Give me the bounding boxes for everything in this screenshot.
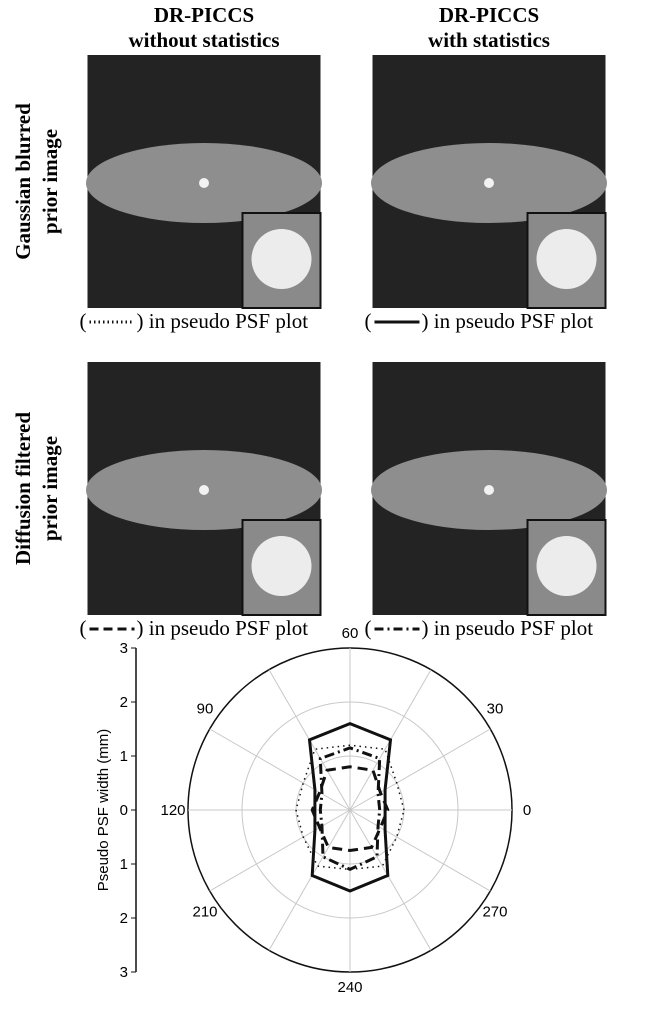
- phantom-dot: [484, 178, 494, 188]
- theta-label: 90: [197, 700, 214, 717]
- inset-blob: [537, 536, 597, 596]
- row-label: Gaussian blurred: [11, 103, 35, 260]
- theta-label: 270: [482, 904, 507, 921]
- caption-open: (: [365, 309, 372, 333]
- y-tick-label: 1: [120, 748, 128, 765]
- caption-open: (: [80, 616, 87, 640]
- caption-open: (: [365, 616, 372, 640]
- theta-label: 240: [337, 979, 362, 996]
- theta-label: 60: [342, 625, 359, 642]
- inset-blob: [537, 229, 597, 289]
- caption: ) in pseudo PSF plot: [422, 309, 594, 333]
- y-tick-label: 1: [120, 856, 128, 873]
- caption: ) in pseudo PSF plot: [137, 309, 309, 333]
- column-header: DR-PICCS: [154, 3, 254, 27]
- column-header: without statistics: [128, 28, 279, 52]
- phantom-dot: [484, 485, 494, 495]
- page: DR-PICCSwithout statisticsDR-PICCSwith s…: [0, 0, 647, 1015]
- caption-open: (: [80, 309, 87, 333]
- row-label: Diffusion filtered: [11, 412, 35, 565]
- caption: ) in pseudo PSF plot: [422, 616, 594, 640]
- y-tick-label: 0: [120, 802, 128, 819]
- phantom-dot: [199, 178, 209, 188]
- caption: ) in pseudo PSF plot: [137, 616, 309, 640]
- y-tick-label: 3: [120, 964, 128, 981]
- theta-label: 30: [487, 700, 504, 717]
- column-header: DR-PICCS: [439, 3, 539, 27]
- phantom-dot: [199, 485, 209, 495]
- column-header: with statistics: [428, 28, 550, 52]
- y-tick-label: 3: [120, 640, 128, 657]
- row-label: prior image: [38, 436, 62, 541]
- y-tick-label: 2: [120, 694, 128, 711]
- row-label: prior image: [38, 129, 62, 234]
- inset-blob: [252, 229, 312, 289]
- theta-label: 120: [160, 802, 185, 819]
- y-tick-label: 2: [120, 910, 128, 927]
- theta-label: 210: [192, 904, 217, 921]
- figure: DR-PICCSwithout statisticsDR-PICCSwith s…: [0, 0, 647, 1015]
- y-axis-label: Pseudo PSF width (mm): [95, 729, 112, 892]
- inset-blob: [252, 536, 312, 596]
- theta-label: 0: [523, 802, 531, 819]
